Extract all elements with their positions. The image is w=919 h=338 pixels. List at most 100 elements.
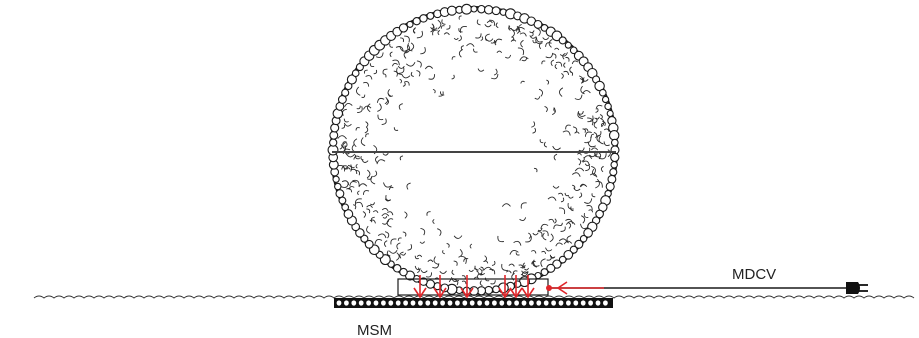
texture-mark	[425, 272, 433, 278]
sphere-bump	[335, 189, 345, 199]
texture-mark	[511, 273, 515, 281]
texture-mark	[404, 211, 408, 219]
texture-mark	[591, 166, 596, 175]
texture-mark	[540, 258, 546, 268]
texture-mark	[364, 126, 369, 134]
texture-mark	[585, 164, 590, 172]
down-arrow	[433, 275, 447, 299]
flow-arrows	[413, 275, 604, 299]
texture-mark	[433, 256, 439, 265]
texture-mark	[595, 181, 603, 188]
mesh-hole	[358, 300, 364, 306]
texture-mark	[384, 96, 388, 105]
sphere-bump	[569, 46, 578, 55]
texture-mark	[439, 270, 447, 274]
mesh-strip	[334, 298, 613, 308]
mesh-hole	[543, 300, 549, 306]
texture-mark	[554, 218, 557, 224]
texture-mark	[402, 231, 407, 237]
texture-mark	[354, 154, 360, 160]
texture-mark	[491, 260, 496, 266]
texture-mark	[607, 149, 611, 158]
mesh-hole	[551, 300, 556, 306]
texture-mark	[363, 69, 368, 74]
mesh-hole	[388, 300, 394, 306]
texture-mark	[583, 128, 589, 132]
mesh-hole	[588, 300, 593, 306]
mesh-hole	[403, 300, 408, 306]
texture-mark	[571, 60, 579, 65]
texture-mark	[440, 25, 445, 29]
texture-mark	[577, 152, 582, 156]
texture-mark	[347, 164, 353, 172]
sphere-bump	[329, 138, 338, 147]
texture-mark	[496, 50, 503, 54]
texture-mark	[401, 73, 411, 79]
texture-mark	[602, 120, 606, 127]
texture-mark	[508, 25, 512, 30]
texture-mark	[574, 167, 585, 172]
texture-mark	[515, 26, 525, 32]
texture-mark	[542, 230, 549, 237]
texture-mark	[386, 98, 389, 106]
texture-mark	[561, 73, 564, 79]
texture-mark	[531, 260, 536, 265]
texture-mark	[399, 251, 404, 259]
texture-mark	[584, 198, 593, 204]
texture-mark	[495, 22, 499, 29]
down-arrow	[460, 275, 474, 299]
texture-mark	[501, 203, 511, 207]
texture-mark	[360, 137, 366, 147]
texture-mark	[400, 37, 405, 43]
mesh-hole	[395, 300, 401, 306]
texture-mark	[416, 254, 423, 258]
mesh-hole	[462, 300, 468, 306]
texture-mark	[485, 38, 494, 42]
texture-mark	[553, 224, 559, 230]
mesh-holes	[336, 300, 608, 306]
texture-mark	[546, 79, 550, 85]
texture-mark	[545, 52, 554, 59]
texture-mark	[584, 163, 591, 167]
texture-mark	[529, 35, 537, 39]
texture-mark	[363, 190, 370, 195]
sphere-bump	[332, 175, 340, 183]
texture-mark	[531, 121, 536, 128]
texture-mark	[345, 153, 356, 158]
texture-mark	[366, 169, 371, 179]
texture-mark	[565, 56, 570, 62]
texture-mark	[577, 158, 582, 166]
sphere-bump	[564, 41, 572, 49]
sphere-bump	[563, 249, 574, 260]
sphere-bump	[470, 5, 478, 13]
sphere-bump	[610, 152, 620, 163]
mesh-hole	[366, 300, 371, 306]
texture-mark	[590, 133, 595, 138]
texture-mark	[451, 277, 460, 282]
texture-mark	[373, 69, 378, 75]
texture-mark	[519, 217, 527, 221]
texture-mark	[414, 265, 422, 271]
texture-mark	[581, 78, 589, 82]
mesh-hole	[573, 300, 579, 306]
textured-sphere	[327, 3, 620, 296]
texture-mark	[342, 165, 349, 170]
sphere-bump	[587, 67, 598, 79]
texture-mark	[541, 250, 547, 254]
mesh-hole	[440, 300, 445, 306]
mesh-hole	[514, 300, 519, 306]
texture-mark	[382, 152, 389, 156]
texture-mark	[484, 277, 490, 282]
texture-mark	[441, 19, 446, 25]
texture-mark	[366, 103, 371, 113]
inflow-dot	[546, 285, 552, 291]
texture-mark	[577, 110, 583, 119]
sphere-bump	[399, 267, 408, 277]
texture-mark	[525, 235, 532, 243]
texture-mark	[432, 88, 436, 94]
mesh-hole	[432, 300, 438, 306]
texture-mark	[384, 240, 388, 248]
texture-mark	[453, 235, 463, 239]
sphere-bump	[491, 6, 501, 16]
texture-mark	[461, 275, 466, 279]
